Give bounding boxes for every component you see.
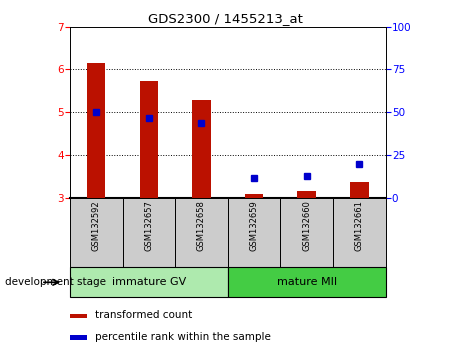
Bar	[70, 314, 87, 318]
Text: GSM132658: GSM132658	[197, 200, 206, 251]
Bar	[87, 63, 106, 198]
Bar	[298, 191, 316, 198]
Text: GDS2300 / 1455213_at: GDS2300 / 1455213_at	[148, 12, 303, 25]
Text: immature GV: immature GV	[112, 277, 186, 287]
Bar	[333, 198, 386, 267]
Bar	[70, 198, 123, 267]
Bar	[70, 267, 228, 297]
Bar	[192, 101, 211, 198]
Bar	[228, 198, 281, 267]
Text: transformed count: transformed count	[95, 310, 193, 320]
Bar	[175, 198, 228, 267]
Bar	[228, 267, 386, 297]
Text: percentile rank within the sample: percentile rank within the sample	[95, 332, 271, 342]
Bar	[123, 198, 175, 267]
Text: GSM132660: GSM132660	[302, 200, 311, 251]
Bar	[350, 182, 368, 198]
Bar	[245, 194, 263, 198]
Text: development stage: development stage	[5, 277, 106, 287]
Text: GSM132661: GSM132661	[355, 200, 364, 251]
Text: mature MII: mature MII	[276, 277, 337, 287]
Bar	[281, 198, 333, 267]
Bar	[140, 81, 158, 198]
Text: GSM132592: GSM132592	[92, 200, 101, 251]
Text: GSM132657: GSM132657	[144, 200, 153, 251]
Bar	[70, 335, 87, 340]
Text: GSM132659: GSM132659	[249, 200, 258, 251]
